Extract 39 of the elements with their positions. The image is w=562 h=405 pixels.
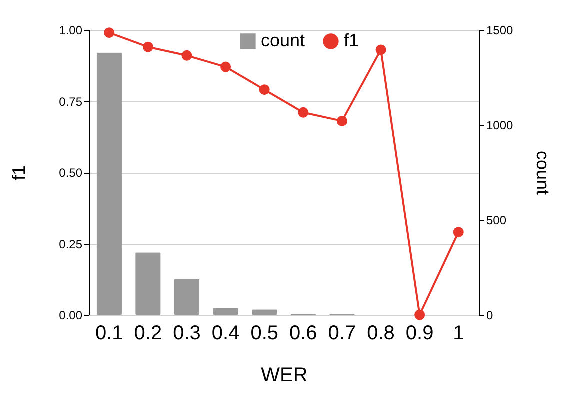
y2-tick-label: 1000 bbox=[486, 118, 514, 132]
point bbox=[220, 62, 232, 72]
x-tick-label: 0.1 bbox=[95, 322, 124, 344]
point bbox=[104, 28, 115, 38]
y2-axis-title: count bbox=[533, 150, 554, 196]
point bbox=[336, 116, 348, 126]
y-tick-label: 0.50 bbox=[59, 166, 83, 180]
x-tick-label: 0.5 bbox=[250, 322, 279, 344]
point bbox=[453, 227, 464, 238]
x-axis-title: WER bbox=[261, 364, 308, 386]
y-axis-title: f1 bbox=[9, 165, 30, 181]
y-tick-label: 0.25 bbox=[59, 237, 83, 252]
point bbox=[376, 44, 386, 56]
point bbox=[182, 50, 192, 61]
legend-label: count bbox=[261, 30, 306, 50]
x-tick-label: 0.3 bbox=[173, 322, 201, 344]
y-tick-label: 1.00 bbox=[59, 24, 83, 38]
bar bbox=[252, 310, 278, 315]
point bbox=[142, 42, 154, 52]
x-tick-label: 0.4 bbox=[212, 322, 240, 344]
y2-tick-label: 0 bbox=[486, 308, 494, 322]
x-tick-label: 0.9 bbox=[406, 322, 434, 344]
y-tick-label: 0.75 bbox=[59, 94, 83, 109]
y2-tick-label: 1500 bbox=[486, 24, 514, 38]
legend-label: f1 bbox=[344, 30, 360, 50]
x-tick-label: 1 bbox=[453, 322, 464, 344]
point bbox=[259, 84, 270, 96]
y-tick-label: 0.00 bbox=[59, 308, 83, 322]
x-tick-label: 0.7 bbox=[328, 322, 356, 344]
x-tick-label: 0.8 bbox=[367, 322, 395, 344]
x-tick-label: 0.2 bbox=[134, 322, 162, 344]
bar bbox=[213, 308, 238, 315]
x-tick-label: 0.6 bbox=[289, 322, 318, 344]
bar bbox=[96, 52, 122, 315]
point bbox=[298, 107, 309, 118]
y2-tick-label: 500 bbox=[486, 214, 507, 228]
bar bbox=[174, 279, 200, 315]
bar bbox=[136, 252, 161, 315]
point bbox=[414, 310, 426, 320]
